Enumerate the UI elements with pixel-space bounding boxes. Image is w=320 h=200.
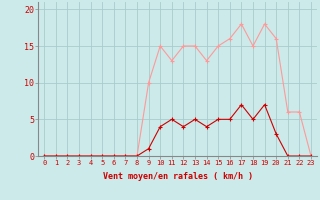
- X-axis label: Vent moyen/en rafales ( km/h ): Vent moyen/en rafales ( km/h ): [103, 172, 252, 181]
